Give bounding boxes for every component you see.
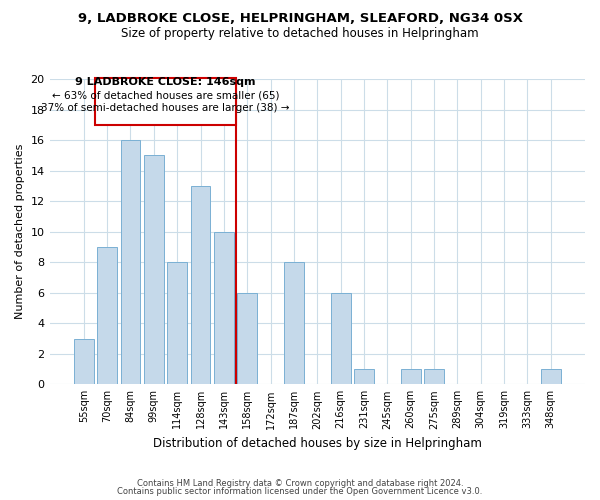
Bar <box>238 292 257 384</box>
Bar <box>331 292 350 384</box>
Bar <box>144 156 164 384</box>
Text: 37% of semi-detached houses are larger (38) →: 37% of semi-detached houses are larger (… <box>41 103 290 113</box>
Bar <box>97 247 117 384</box>
Text: Contains public sector information licensed under the Open Government Licence v3: Contains public sector information licen… <box>118 488 482 496</box>
Y-axis label: Number of detached properties: Number of detached properties <box>15 144 25 320</box>
Text: Contains HM Land Registry data © Crown copyright and database right 2024.: Contains HM Land Registry data © Crown c… <box>137 478 463 488</box>
Bar <box>74 338 94 384</box>
Bar <box>284 262 304 384</box>
X-axis label: Distribution of detached houses by size in Helpringham: Distribution of detached houses by size … <box>153 437 482 450</box>
Bar <box>401 369 421 384</box>
Text: ← 63% of detached houses are smaller (65): ← 63% of detached houses are smaller (65… <box>52 91 279 101</box>
Text: 9, LADBROKE CLOSE, HELPRINGHAM, SLEAFORD, NG34 0SX: 9, LADBROKE CLOSE, HELPRINGHAM, SLEAFORD… <box>77 12 523 26</box>
Text: 9 LADBROKE CLOSE: 146sqm: 9 LADBROKE CLOSE: 146sqm <box>75 77 256 87</box>
Bar <box>354 369 374 384</box>
Bar <box>121 140 140 384</box>
Bar <box>167 262 187 384</box>
Bar <box>214 232 234 384</box>
Bar <box>424 369 444 384</box>
Bar <box>191 186 211 384</box>
Bar <box>541 369 560 384</box>
Text: Size of property relative to detached houses in Helpringham: Size of property relative to detached ho… <box>121 28 479 40</box>
